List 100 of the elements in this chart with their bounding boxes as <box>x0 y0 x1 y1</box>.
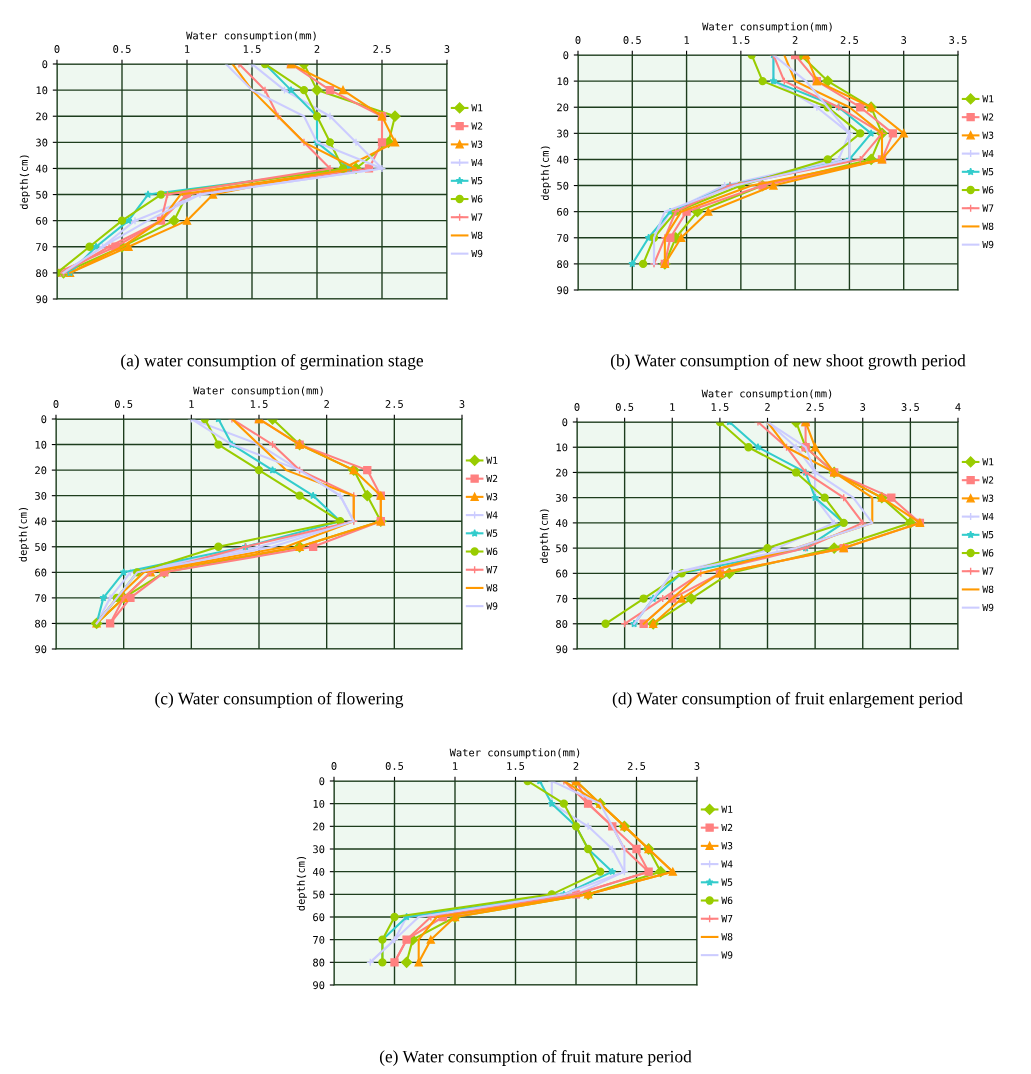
legend-label: W5 <box>486 529 498 537</box>
legend-label: W9 <box>982 603 994 612</box>
y-tick-label: 40 <box>312 867 325 876</box>
legend-label: W7 <box>982 204 994 212</box>
y-tick-label: 30 <box>36 138 48 147</box>
y-tick-label: 0 <box>42 60 48 69</box>
legend-label: W8 <box>721 933 733 941</box>
y-axis-title: depth(cm) <box>539 509 550 564</box>
x-tick-label: 2.5 <box>806 403 824 411</box>
y-tick-label: 70 <box>556 594 568 603</box>
y-tick-label: 0 <box>41 415 47 424</box>
legend-label: W3 <box>982 131 994 139</box>
legend-label: W3 <box>982 494 994 502</box>
x-axis-title: Water consumption(mm) <box>701 389 832 400</box>
y-tick-label: 30 <box>557 129 569 138</box>
x-tick-label: 2 <box>324 400 329 408</box>
y-tick-label: 20 <box>36 112 48 121</box>
y-tick-label: 10 <box>35 440 47 449</box>
legend-label: W4 <box>486 511 498 519</box>
y-tick-label: 60 <box>313 913 325 922</box>
y-tick-label: 10 <box>36 86 48 95</box>
x-tick-label: 4 <box>955 403 961 411</box>
x-tick-label: 3 <box>444 45 450 53</box>
y-tick-label: 80 <box>556 620 568 628</box>
legend-label: W1 <box>486 456 498 464</box>
legend-label: W2 <box>982 476 994 484</box>
legend-label: W9 <box>721 951 733 959</box>
x-tick-label: 1 <box>670 403 675 411</box>
y-tick-label: 30 <box>313 845 325 854</box>
legend-label: W8 <box>471 231 483 239</box>
x-axis-title: Water consumption(mm) <box>449 748 580 759</box>
x-tick-label: 2.5 <box>373 45 391 53</box>
legend-label: W1 <box>721 805 733 813</box>
y-tick-label: 90 <box>557 286 569 295</box>
x-tick-label: 0 <box>575 36 581 44</box>
y-tick-label: 80 <box>557 260 569 269</box>
legend-label: W9 <box>471 249 483 258</box>
x-axis-title: Water consumption(mm) <box>186 31 316 42</box>
legend-label: W4 <box>721 860 733 868</box>
y-axis-title: depth(cm) <box>296 856 307 911</box>
text: (b) Water consumption of new shoot growth period <box>610 354 966 370</box>
x-axis-title: Water consumption(mm) <box>193 386 323 397</box>
x-tick-label: 2.5 <box>385 400 403 408</box>
x-tick-label: 2.5 <box>627 762 646 770</box>
x-tick-label: 3.5 <box>949 36 967 44</box>
y-tick-label: 40 <box>34 517 47 526</box>
x-tick-label: 1.5 <box>732 36 750 44</box>
legend-label: W7 <box>471 213 483 221</box>
y-tick-label: 20 <box>313 822 325 831</box>
x-tick-label: 0 <box>54 45 60 53</box>
y-tick-label: 60 <box>35 568 47 577</box>
y-tick-label: 70 <box>36 243 48 251</box>
legend-label: W4 <box>982 512 994 520</box>
y-axis-title: depth(cm) <box>540 146 551 201</box>
x-axis-title: Water consumption(mm) <box>702 22 832 33</box>
y-tick-label: 50 <box>313 890 325 899</box>
y-tick-label: 70 <box>35 594 47 603</box>
y-axis-title: depth(cm) <box>19 155 30 210</box>
x-tick-label: 0 <box>53 400 59 408</box>
y-tick-label: 20 <box>35 466 47 475</box>
x-tick-label: 2 <box>792 36 798 44</box>
y-tick-label: 90 <box>556 645 568 654</box>
legend-label: W4 <box>982 149 994 157</box>
legend-label: W5 <box>721 878 733 886</box>
legend-label: W4 <box>471 158 483 166</box>
legend-label: W6 <box>471 195 483 203</box>
legend-label: W2 <box>982 113 994 121</box>
legend-label: W6 <box>721 896 733 905</box>
x-tick-label: 1 <box>185 45 190 53</box>
legend-label: W6 <box>982 186 994 194</box>
legend-label: W7 <box>721 915 733 923</box>
y-tick-label: 60 <box>36 216 48 225</box>
legend-label: W8 <box>982 585 994 593</box>
legend-label: W9 <box>982 240 994 249</box>
text: (d) Water consumption of fruit enlargement period <box>612 692 963 708</box>
y-tick-label: 80 <box>36 269 48 278</box>
x-tick-label: 3 <box>860 403 866 411</box>
y-tick-label: 80 <box>313 958 325 967</box>
legend-label: W5 <box>982 168 994 176</box>
y-tick-label: 90 <box>36 295 48 304</box>
legend-label: W1 <box>982 95 994 103</box>
x-tick-label: 1 <box>684 36 689 44</box>
text: (c) Water consumption of flowering <box>155 692 404 708</box>
y-tick-label: 90 <box>313 981 325 990</box>
x-tick-label: 2.5 <box>840 36 858 44</box>
y-tick-label: 50 <box>36 190 48 199</box>
x-tick-label: 3 <box>459 400 465 408</box>
y-tick-label: 30 <box>556 493 568 502</box>
y-tick-label: 10 <box>313 799 325 808</box>
legend-label: W8 <box>486 584 498 592</box>
legend-label: W2 <box>721 823 733 832</box>
x-tick-label: 2 <box>765 403 770 411</box>
legend-label: W6 <box>982 549 994 557</box>
y-tick-label: 0 <box>562 418 568 427</box>
x-tick-label: 3.5 <box>901 403 919 411</box>
y-tick-label: 0 <box>319 777 325 786</box>
y-tick-label: 60 <box>556 569 568 578</box>
x-tick-label: 1.5 <box>711 403 729 411</box>
y-tick-label: 20 <box>557 103 569 112</box>
legend-label: W9 <box>486 602 498 610</box>
